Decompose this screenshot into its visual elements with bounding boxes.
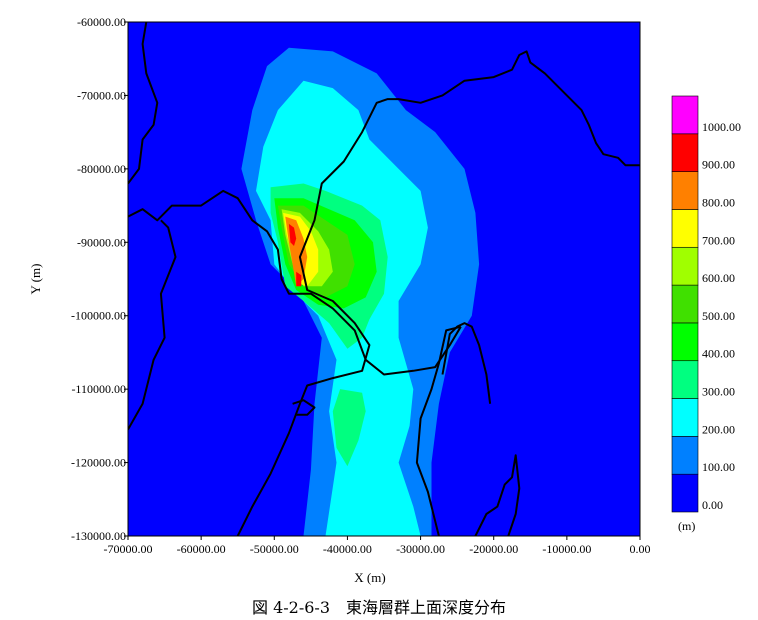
colorbar-unit: (m) xyxy=(678,519,695,533)
y-tick-label: -110000.00 xyxy=(71,382,126,396)
x-tick-label: -50000.00 xyxy=(250,542,299,556)
colorbar-level-label: 500.00 xyxy=(702,309,735,323)
colorbar-level-label: 300.00 xyxy=(702,385,735,399)
x-axis-title: X (m) xyxy=(354,570,385,585)
colorbar-level-label: 0.00 xyxy=(702,498,723,512)
x-tick-label: -20000.00 xyxy=(469,542,518,556)
colorbar-swatch-8 xyxy=(671,171,699,210)
contour-band-100-200-11 xyxy=(427,201,439,217)
figure-caption: 図 4-2-6-3 東海層群上面深度分布 xyxy=(251,598,507,617)
colorbar-swatch-3 xyxy=(671,360,699,399)
y-tick-label: -90000.00 xyxy=(77,235,126,249)
boundary-bay-coast-east xyxy=(415,325,462,536)
contour-band-300-400-3 xyxy=(332,389,366,467)
contour-band-900-1000-9 xyxy=(288,223,297,246)
contour-band-900-1000-10 xyxy=(296,271,302,287)
colorbar-swatch-9 xyxy=(671,133,699,172)
boundary-coastline-northwest xyxy=(128,22,159,185)
x-tick-label: 0.00 xyxy=(630,542,651,556)
colorbar-level-label: 200.00 xyxy=(702,422,735,436)
boundary-lines xyxy=(128,22,640,536)
colorbar-level-label: 900.00 xyxy=(702,158,735,172)
y-axis-title: Y (m) xyxy=(28,264,43,295)
y-tick-label: -130000.00 xyxy=(71,529,126,543)
x-tick-label: -40000.00 xyxy=(323,542,372,556)
boundary-prefecture-boundary xyxy=(236,50,640,536)
plot-frame xyxy=(127,21,641,537)
colorbar-level-label: 800.00 xyxy=(702,195,735,209)
colorbar-level-label: 700.00 xyxy=(702,233,735,247)
y-tick-label: -80000.00 xyxy=(77,162,126,176)
x-tick-label: -70000.00 xyxy=(104,542,153,556)
boundary-coastline-west-bay xyxy=(128,189,462,376)
x-tick-label: -60000.00 xyxy=(177,542,226,556)
colorbar-swatch-10 xyxy=(671,95,699,135)
colorbar-swatch-6 xyxy=(671,246,699,286)
boundary-peninsula xyxy=(474,454,521,536)
y-tick-label: -100000.00 xyxy=(71,309,126,323)
y-tick-label: -120000.00 xyxy=(71,456,126,470)
y-axis: -60000.00 -70000.00 -80000.00 -90000.00 -100… xyxy=(71,15,128,543)
colorbar-level-label: 1000.00 xyxy=(702,120,741,134)
colorbar-level-label: 600.00 xyxy=(702,271,735,285)
colorbar: 0.00 100.00 200.00 300.00 400.00 500.00 600.00… xyxy=(671,95,741,513)
colorbar-swatch-4 xyxy=(671,322,699,362)
boundary-bay-edge-north xyxy=(441,322,492,404)
plot-area xyxy=(127,21,641,537)
boundary-bay-islet xyxy=(292,399,316,416)
y-tick-label: -70000.00 xyxy=(77,88,126,102)
x-tick-label: -10000.00 xyxy=(542,542,591,556)
x-axis: -70000.00 -60000.00 -50000.00 -40000.00 -300… xyxy=(104,536,651,556)
colorbar-level-label: 400.00 xyxy=(702,347,735,361)
x-tick-label: -30000.00 xyxy=(396,542,445,556)
colorbar-swatch-5 xyxy=(671,284,699,324)
colorbar-swatch-0 xyxy=(671,473,699,513)
colorbar-swatch-2 xyxy=(671,398,699,437)
colorbar-level-label: 100.00 xyxy=(702,460,735,474)
colorbar-swatch-1 xyxy=(671,436,699,475)
boundary-coastline-west-south xyxy=(128,219,177,430)
y-tick-label: -60000.00 xyxy=(77,15,126,29)
colorbar-swatch-7 xyxy=(671,209,699,248)
